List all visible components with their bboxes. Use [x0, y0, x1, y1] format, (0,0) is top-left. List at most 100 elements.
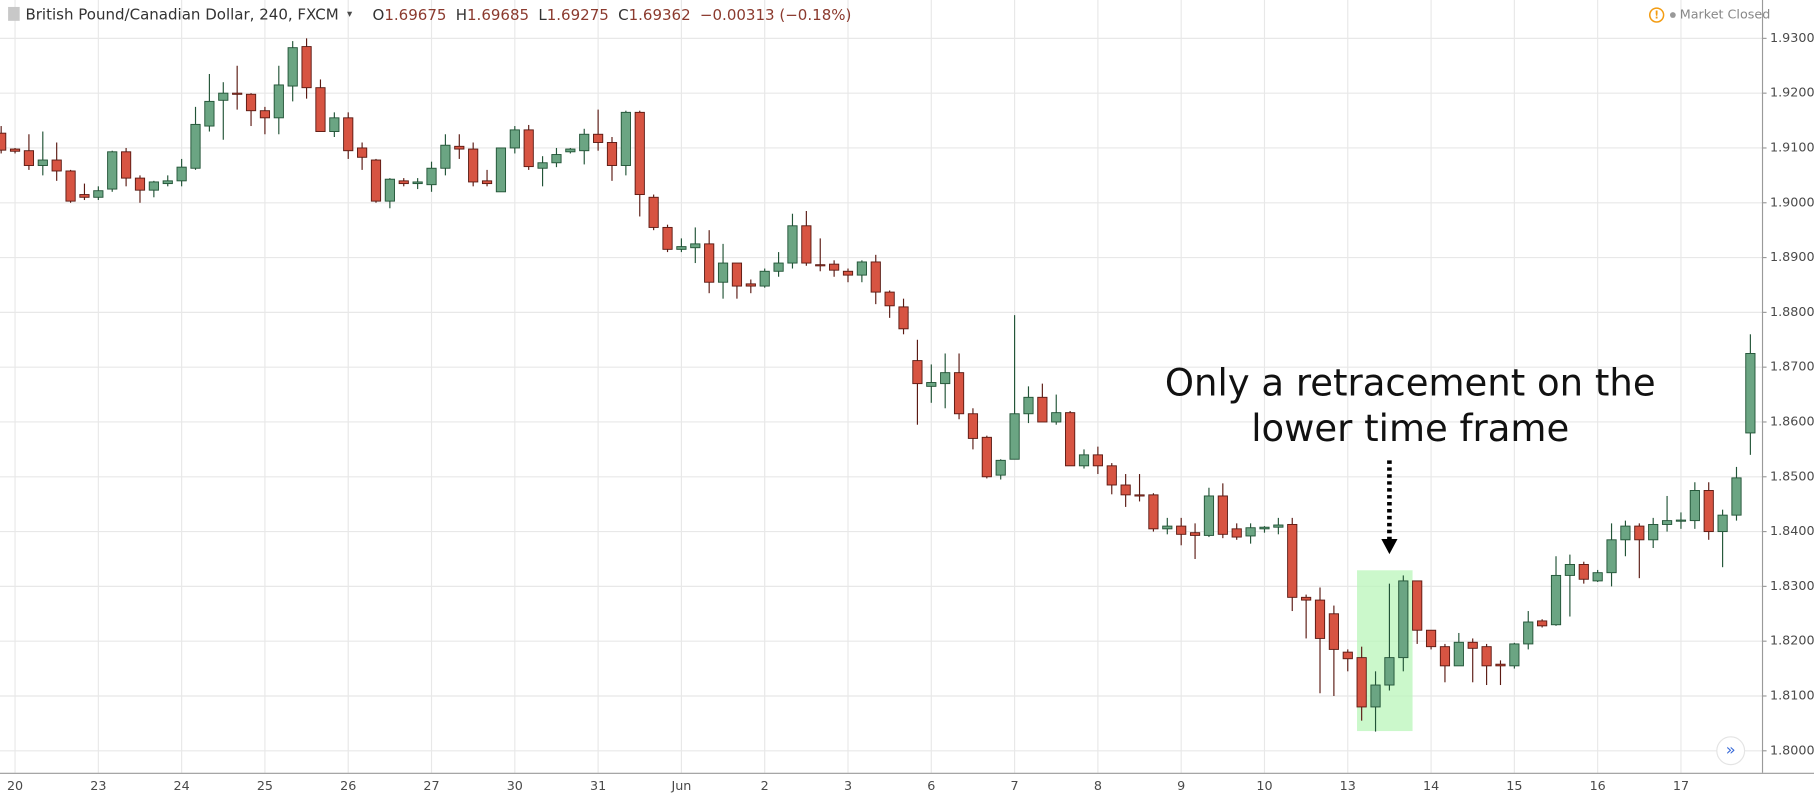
candle-body [967, 413, 979, 439]
x-tick-label: 31 [590, 778, 606, 793]
y-tick-label: 1.91000 [1770, 139, 1814, 154]
candle-body [65, 170, 76, 202]
candle-body [51, 159, 62, 172]
annotation-arrowhead [1381, 539, 1398, 555]
candle-body [1661, 520, 1673, 525]
candle-body [273, 84, 284, 119]
candle-body [690, 243, 701, 249]
y-tick-label: 1.83000 [1770, 578, 1814, 593]
candle-body [218, 92, 229, 101]
candle-body [1398, 580, 1409, 659]
candle-body [759, 270, 770, 287]
candle-body [190, 123, 201, 169]
annotation: Only a retracement on the [1165, 362, 1656, 405]
candle-body [1717, 514, 1728, 533]
x-tick-label: 10 [1256, 778, 1272, 793]
candle-body [1051, 412, 1062, 423]
axis-labels: 1.80000 1.81000 1.82000 1.83000 1.84000 1.850… [7, 30, 1814, 793]
candle-body [1217, 495, 1228, 535]
x-tick-label: 14 [1423, 778, 1439, 793]
x-tick-label: 16 [1590, 778, 1606, 793]
status-icon [1648, 7, 1665, 23]
candle-body [593, 133, 604, 143]
candle-body [1675, 519, 1687, 522]
x-tick-label: 13 [1340, 778, 1356, 793]
ohlc-value: 1.69685 [467, 6, 529, 24]
candle-body [134, 177, 146, 191]
candle-body [898, 306, 909, 330]
status-icon-mark: ! [1654, 10, 1659, 22]
candle-body [426, 167, 437, 186]
candle-body [731, 262, 743, 287]
candle-body [1203, 495, 1215, 536]
candle-body [343, 117, 354, 152]
candle-body [1162, 525, 1173, 530]
candle-body [1314, 599, 1326, 639]
candle-body [454, 145, 465, 150]
scroll-button-icon[interactable]: » [1726, 740, 1736, 759]
ohlc-label: L [538, 6, 547, 24]
candle-body [509, 129, 520, 149]
candle-body [37, 159, 48, 166]
ohlc-label: H [456, 6, 467, 24]
x-tick-label: 25 [257, 778, 273, 793]
candle-body [1592, 572, 1603, 582]
symbol-icon [8, 6, 20, 21]
candle-body [1578, 563, 1589, 580]
x-tick-label: 30 [507, 778, 523, 793]
candle-body [884, 291, 895, 307]
candle-body [1078, 454, 1090, 467]
candle-body [1092, 454, 1103, 467]
candles [0, 38, 1756, 732]
candle-body [1065, 412, 1076, 467]
y-tick-label: 1.88000 [1770, 304, 1814, 319]
x-tick-label: 17 [1673, 778, 1689, 793]
ohlc-label: C [618, 6, 629, 24]
candle-body [1481, 646, 1492, 667]
market-status: Market Closed [1680, 7, 1771, 22]
x-tick-label: 2 [761, 778, 769, 793]
dropdown-arrow[interactable]: ▾ [347, 8, 353, 20]
y-tick-label: 1.90000 [1770, 194, 1814, 209]
candle-body [1148, 494, 1159, 530]
candle-body [301, 46, 312, 89]
candle-body [1287, 523, 1298, 598]
candle-body [565, 148, 576, 153]
candle-body [551, 154, 562, 164]
ohlc-readout: O1.69675 H1.69685 L1.69275 C1.69362 −0.00313… [373, 6, 852, 24]
candle-body [842, 270, 854, 276]
candle-body [1439, 646, 1451, 667]
candle-body [787, 225, 798, 264]
candle-body [1023, 396, 1034, 415]
annotation: lower time frame [1251, 407, 1569, 450]
candle-body [1703, 490, 1714, 533]
candle-body [1745, 353, 1756, 434]
y-tick-label: 1.81000 [1770, 687, 1814, 702]
candle-body [773, 262, 784, 272]
candle-body [1245, 527, 1256, 537]
candle-body [1189, 532, 1201, 536]
candle-body [745, 283, 756, 287]
candle-body [9, 148, 21, 152]
x-tick-label: 27 [423, 778, 439, 793]
x-tick-label: 9 [1177, 778, 1185, 793]
candle-body [995, 459, 1006, 476]
x-tick-label: 24 [174, 778, 190, 793]
scroll-button[interactable] [1716, 736, 1746, 766]
candle-body [704, 243, 715, 283]
candle-body [870, 261, 881, 293]
candle-body [370, 159, 382, 202]
x-tick-label: Jun [670, 778, 691, 793]
candle-body [148, 181, 159, 191]
candle-body [953, 372, 965, 415]
candle-body [121, 151, 132, 179]
candle-body [107, 151, 118, 190]
candle-body [315, 87, 326, 132]
candle-body [926, 382, 937, 387]
x-tick-label: 15 [1506, 778, 1522, 793]
candle-body [981, 436, 992, 478]
candle-body [1550, 574, 1562, 626]
candle-body [1731, 477, 1742, 516]
